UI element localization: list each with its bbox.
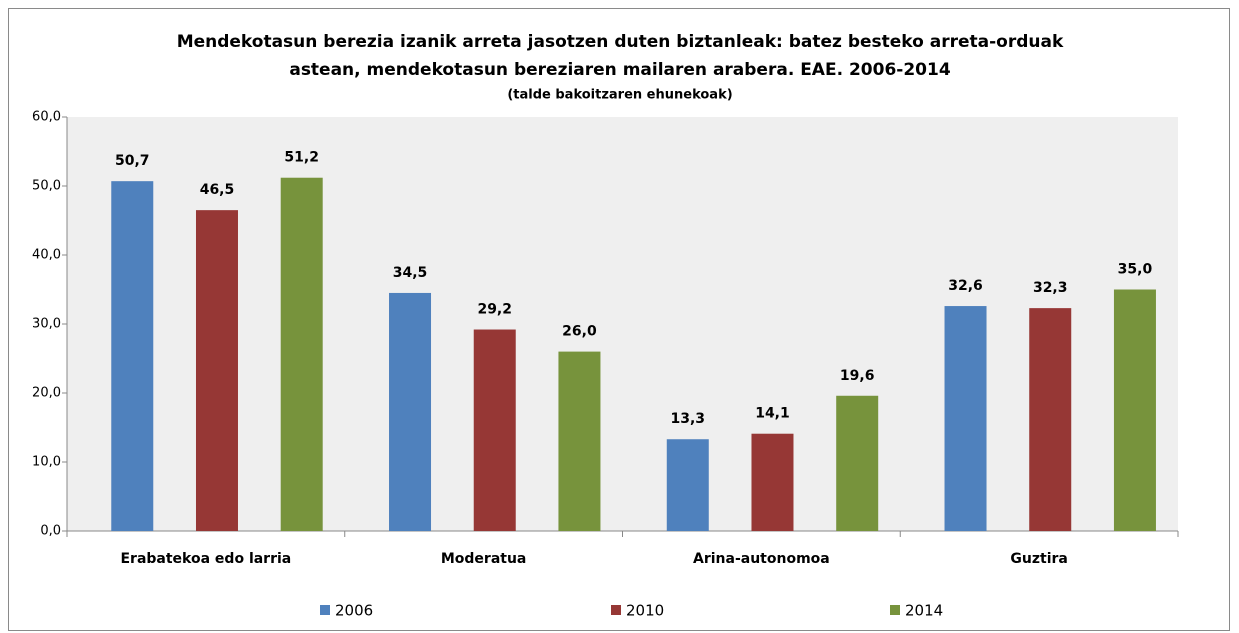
- legend-swatch: [320, 605, 330, 615]
- data-label: 29,2: [477, 302, 512, 318]
- bar: [111, 181, 154, 532]
- data-label: 50,7: [115, 153, 150, 169]
- x-tick-label: Guztira: [1010, 551, 1067, 567]
- data-label: 26,0: [562, 324, 597, 340]
- y-tick-label: 60,0: [32, 110, 61, 125]
- y-tick-label: 0,0: [40, 524, 61, 539]
- x-tick-label: Erabatekoa edo larria: [120, 551, 291, 567]
- bar: [836, 395, 879, 531]
- data-label: 46,5: [200, 182, 235, 198]
- bar: [944, 306, 987, 531]
- legend-label: 2010: [626, 602, 664, 620]
- bar: [195, 210, 238, 531]
- bar: [1029, 308, 1072, 531]
- bar: [473, 329, 516, 531]
- bar: [280, 177, 323, 531]
- data-label: 51,2: [284, 150, 319, 166]
- data-label: 32,3: [1033, 280, 1068, 296]
- y-tick-label: 50,0: [32, 179, 61, 194]
- legend-swatch: [890, 605, 900, 615]
- data-label: 35,0: [1118, 262, 1153, 278]
- chart-title: Mendekotasun berezia izanik arreta jasot…: [177, 32, 1064, 52]
- y-tick-label: 30,0: [32, 317, 61, 332]
- bar: [666, 439, 709, 531]
- y-tick-label: 20,0: [32, 386, 61, 401]
- bar: [558, 351, 601, 531]
- data-label: 19,6: [840, 368, 875, 384]
- data-label: 32,6: [948, 278, 983, 294]
- y-tick-label: 10,0: [32, 455, 61, 470]
- bar: [1113, 289, 1156, 531]
- plot-area: [67, 117, 1178, 531]
- bar: [389, 292, 432, 531]
- x-tick-label: Arina-autonomoa: [693, 551, 830, 567]
- legend-label: 2014: [905, 602, 943, 620]
- chart-title: astean, mendekotasun bereziaren mailaren…: [289, 60, 950, 80]
- data-label: 13,3: [670, 411, 705, 427]
- legend-label: 2006: [335, 602, 373, 620]
- bar: [751, 433, 794, 531]
- y-tick-label: 40,0: [32, 248, 61, 263]
- x-tick-label: Moderatua: [441, 551, 527, 567]
- data-label: 34,5: [393, 265, 428, 281]
- legend-swatch: [611, 605, 621, 615]
- chart-subtitle: (talde bakoitzaren ehunekoak): [507, 88, 732, 103]
- data-label: 14,1: [755, 406, 790, 422]
